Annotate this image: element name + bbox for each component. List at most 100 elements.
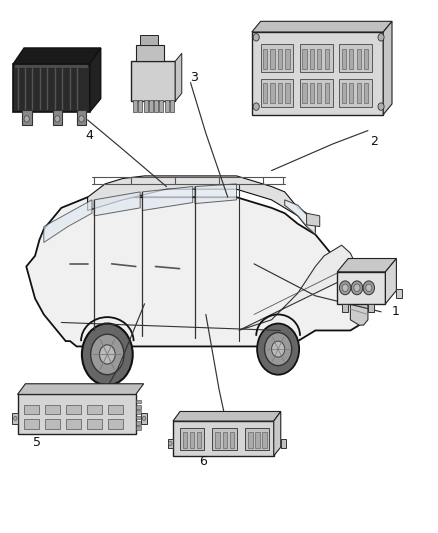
- Bar: [300, 44, 333, 72]
- Bar: [223, 432, 227, 448]
- Circle shape: [339, 281, 351, 295]
- Bar: [18, 394, 136, 434]
- Bar: [285, 49, 290, 69]
- Bar: [357, 83, 361, 103]
- Bar: [144, 100, 148, 112]
- Polygon shape: [350, 272, 368, 325]
- Bar: [245, 428, 269, 450]
- Bar: [168, 439, 173, 448]
- Bar: [136, 421, 141, 425]
- Bar: [12, 413, 18, 424]
- Bar: [317, 83, 321, 103]
- Bar: [302, 83, 307, 103]
- Bar: [133, 100, 137, 112]
- Bar: [261, 44, 293, 72]
- Bar: [215, 432, 220, 448]
- Bar: [108, 405, 123, 414]
- Circle shape: [14, 416, 17, 421]
- Polygon shape: [90, 48, 101, 112]
- Bar: [342, 49, 346, 69]
- Circle shape: [272, 341, 285, 357]
- Bar: [53, 110, 62, 125]
- Bar: [270, 83, 275, 103]
- Bar: [317, 49, 321, 69]
- Bar: [337, 272, 385, 304]
- Bar: [339, 44, 372, 72]
- Bar: [24, 405, 39, 414]
- Bar: [149, 100, 153, 112]
- Bar: [45, 419, 60, 429]
- Polygon shape: [195, 184, 237, 204]
- Bar: [136, 410, 141, 414]
- Bar: [159, 100, 163, 112]
- Polygon shape: [252, 32, 383, 115]
- Circle shape: [99, 345, 115, 364]
- Polygon shape: [239, 245, 359, 330]
- Polygon shape: [173, 411, 281, 421]
- Text: 2: 2: [370, 135, 378, 148]
- Bar: [310, 49, 314, 69]
- Bar: [138, 100, 142, 112]
- Bar: [325, 49, 329, 69]
- Bar: [261, 79, 293, 107]
- Bar: [24, 419, 39, 429]
- Bar: [285, 83, 290, 103]
- Bar: [141, 413, 147, 424]
- Bar: [263, 83, 267, 103]
- Bar: [87, 405, 102, 414]
- Bar: [339, 79, 372, 107]
- Circle shape: [265, 333, 292, 366]
- Bar: [183, 432, 187, 448]
- Polygon shape: [337, 259, 396, 272]
- Polygon shape: [18, 384, 144, 394]
- Bar: [13, 64, 90, 112]
- Bar: [349, 49, 353, 69]
- Circle shape: [253, 103, 259, 110]
- Bar: [66, 405, 81, 414]
- Bar: [325, 83, 329, 103]
- Bar: [136, 400, 141, 403]
- Bar: [136, 416, 141, 419]
- Polygon shape: [44, 200, 92, 243]
- Bar: [300, 79, 333, 107]
- Bar: [342, 304, 348, 312]
- Circle shape: [169, 441, 172, 446]
- Bar: [170, 100, 174, 112]
- Polygon shape: [88, 176, 315, 232]
- Polygon shape: [26, 197, 368, 346]
- Bar: [108, 419, 123, 429]
- Bar: [154, 100, 158, 112]
- Circle shape: [55, 116, 60, 122]
- Bar: [396, 289, 402, 298]
- Bar: [136, 426, 141, 430]
- Bar: [342, 83, 346, 103]
- Circle shape: [363, 281, 374, 295]
- Bar: [310, 83, 314, 103]
- Circle shape: [351, 281, 363, 295]
- Circle shape: [253, 34, 259, 41]
- Polygon shape: [285, 200, 315, 235]
- Bar: [136, 405, 141, 409]
- Bar: [66, 419, 81, 429]
- Bar: [302, 49, 307, 69]
- Bar: [368, 304, 374, 312]
- Polygon shape: [358, 274, 368, 290]
- Circle shape: [378, 34, 384, 41]
- Bar: [262, 432, 267, 448]
- Circle shape: [354, 284, 360, 292]
- Polygon shape: [175, 53, 182, 101]
- Circle shape: [366, 284, 372, 292]
- Polygon shape: [13, 48, 101, 64]
- Circle shape: [82, 324, 133, 385]
- Bar: [278, 83, 282, 103]
- Bar: [165, 100, 169, 112]
- Polygon shape: [142, 187, 193, 211]
- Bar: [15, 65, 88, 68]
- Bar: [281, 439, 286, 448]
- Polygon shape: [307, 213, 320, 227]
- Bar: [190, 432, 194, 448]
- Circle shape: [378, 103, 384, 110]
- Bar: [255, 432, 260, 448]
- Text: 5: 5: [33, 436, 41, 449]
- Bar: [140, 35, 158, 45]
